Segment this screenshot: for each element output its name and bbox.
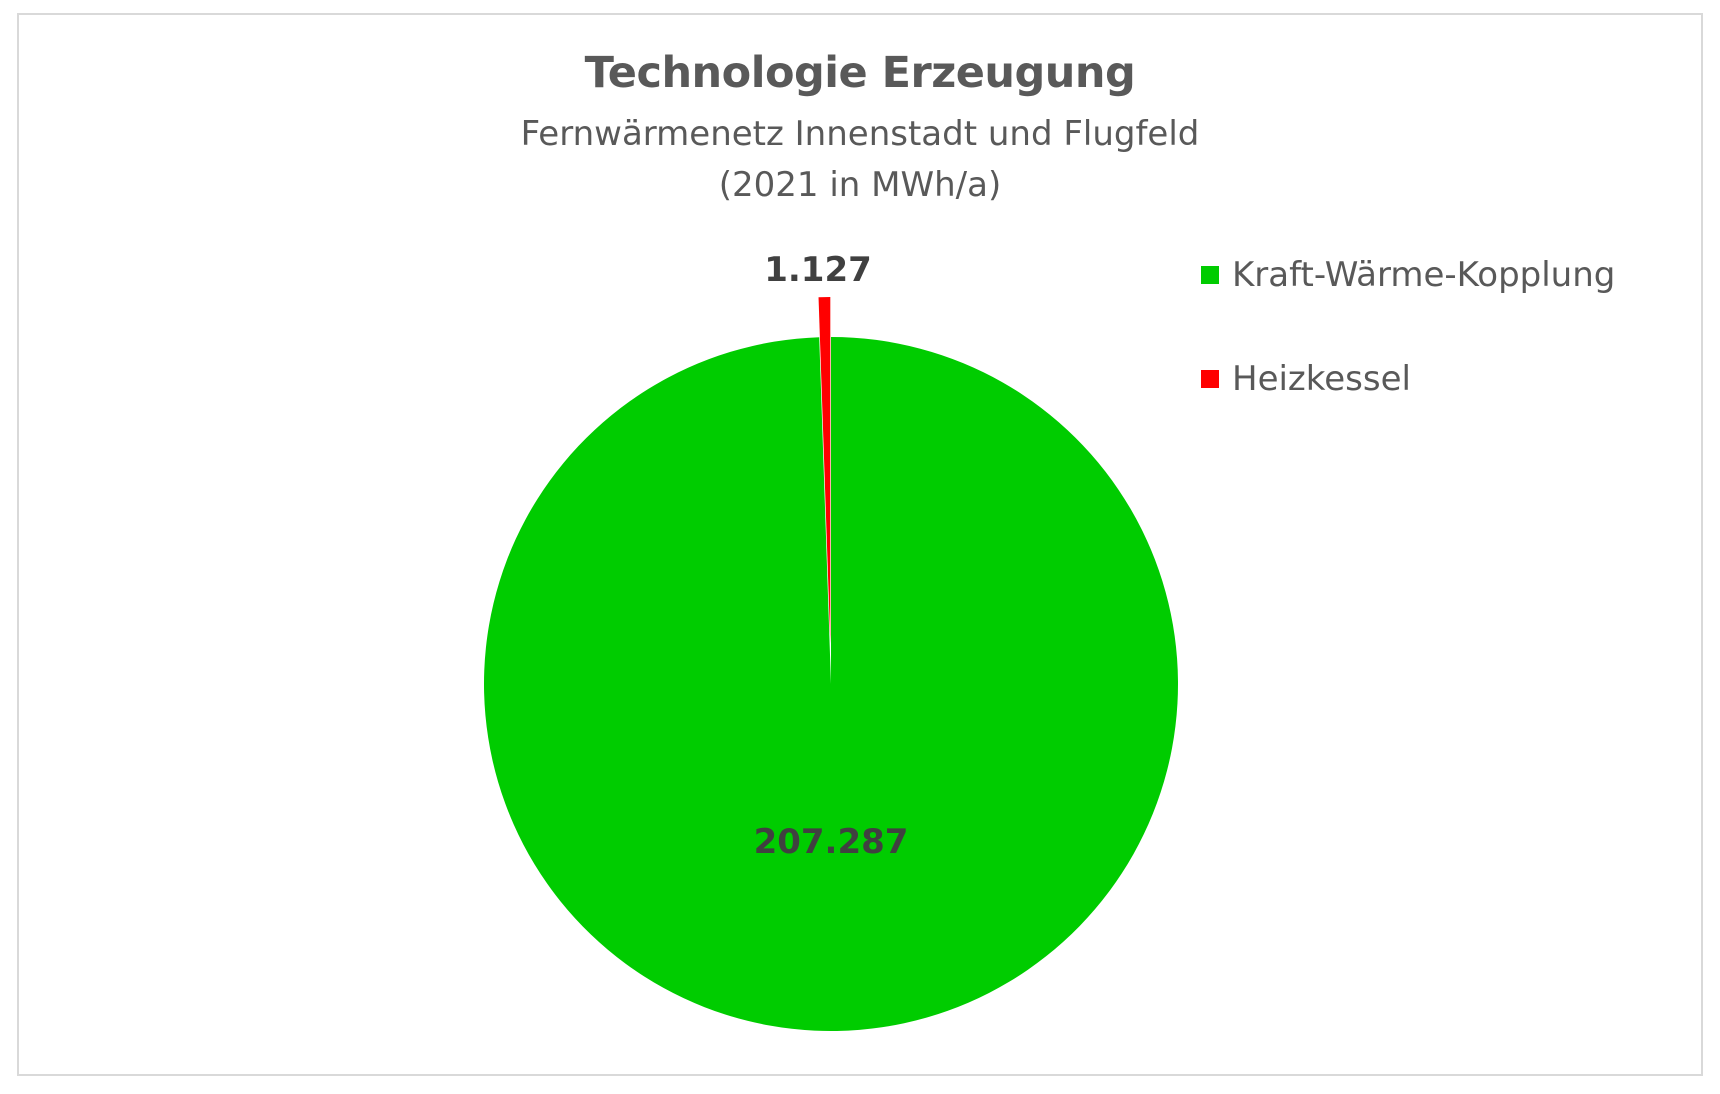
chart-subtitle-line2: (2021 in MWh/a): [718, 165, 1002, 205]
chart-subtitle-line1: Fernwärmenetz Innenstadt und Flugfeld: [520, 114, 1200, 154]
data-label-kraft-waerme-kopplung: 207.287: [753, 822, 909, 862]
chart-legend: Kraft-Wärme-Kopplung Heizkessel: [1201, 255, 1615, 463]
chart-title: Technologie Erzeugung: [584, 48, 1136, 98]
legend-swatch-green: [1201, 266, 1219, 284]
legend-label: Heizkessel: [1232, 359, 1411, 399]
legend-item-kraft-waerme-kopplung[interactable]: Kraft-Wärme-Kopplung: [1201, 255, 1615, 295]
pie-slice-kraft-waerme-kopplung[interactable]: [484, 337, 1178, 1031]
data-label-heizkessel: 1.127: [764, 250, 872, 290]
pie-slice-heizkessel[interactable]: [818, 297, 831, 645]
legend-swatch-red: [1201, 370, 1219, 388]
legend-item-heizkessel[interactable]: Heizkessel: [1201, 359, 1615, 399]
legend-label: Kraft-Wärme-Kopplung: [1232, 255, 1616, 295]
